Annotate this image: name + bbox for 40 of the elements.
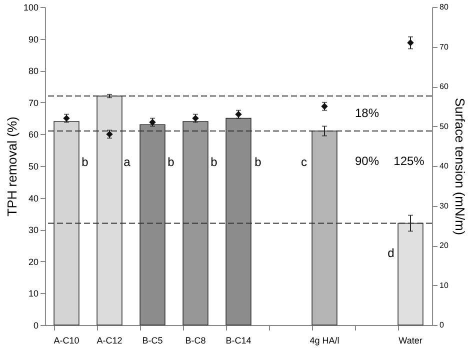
annotation: b	[254, 155, 262, 169]
y2-tick-label: 0	[440, 320, 444, 330]
y-tick-label: 20	[28, 256, 38, 267]
y-tick-label: 80	[28, 66, 38, 76]
y2-tick-label: 70	[440, 42, 449, 52]
y2-tick-label: 20	[440, 241, 449, 250]
y2-tick-label: 60	[440, 82, 449, 91]
y-tick-label: 40	[28, 193, 38, 204]
y-tick-label: 90	[28, 34, 38, 44]
y-axis-title: TPH removal (%)	[4, 116, 20, 216]
annotation: b	[210, 155, 218, 169]
y2-tick-label: 50	[440, 122, 449, 131]
x-tick-label: B-C5	[142, 336, 163, 346]
x-tick-label: A-C12	[96, 336, 122, 346]
annotation: b	[168, 155, 175, 169]
x-tick-label: Water	[398, 336, 422, 346]
annotation: c	[301, 155, 307, 169]
annotation: d	[388, 246, 394, 260]
y2-tick-label: 30	[440, 201, 449, 210]
annotation: 18%	[354, 106, 380, 120]
y-tick-label: 10	[28, 288, 38, 299]
point	[407, 39, 414, 46]
y2-tick-label: 40	[440, 162, 449, 170]
y-tick-label: 30	[28, 225, 38, 236]
y-tick-label: 50	[28, 162, 38, 172]
x-tick-label: B-C14	[226, 336, 252, 346]
x-tick-label: A-C10	[54, 336, 80, 346]
x-tick-label: 4g HA/l	[310, 336, 340, 346]
y2-axis-title: Surface tension (mN/m)	[452, 98, 468, 236]
x-tick-label: B-C8	[185, 336, 206, 346]
y2-tick-label: 10	[440, 280, 449, 290]
y-tick-label: 100	[23, 2, 38, 12]
y-tick-label: 0	[33, 320, 38, 330]
y-tick-label: 60	[28, 130, 38, 140]
annotation: 90%	[354, 154, 380, 168]
annotation: a	[124, 155, 131, 169]
y2-tick-label: 80	[440, 2, 449, 12]
annotation: b	[82, 155, 89, 169]
y-tick-label: 70	[28, 98, 38, 108]
annotation: 125%	[394, 154, 425, 168]
